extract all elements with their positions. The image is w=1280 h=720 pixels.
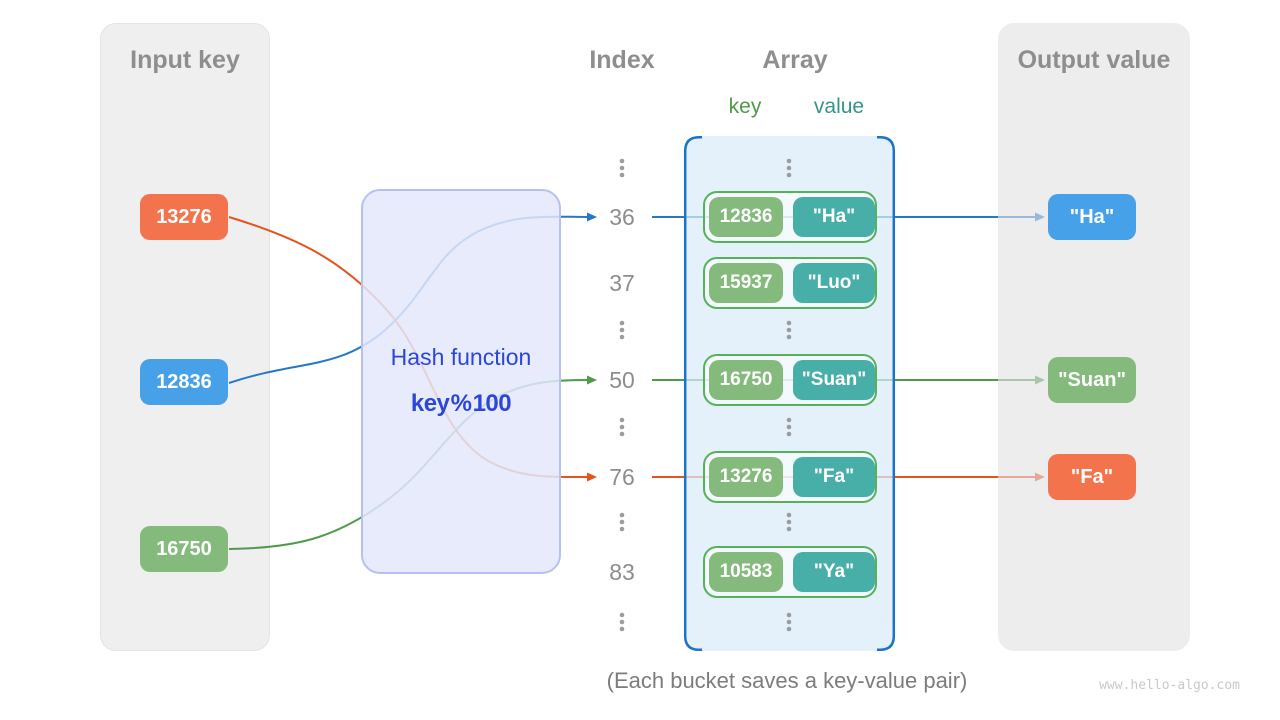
array-left-bracket	[683, 135, 702, 652]
index-ellipsis-dots	[619, 158, 625, 632]
hash-function-box	[361, 189, 561, 574]
array-right-bracket	[877, 135, 896, 652]
array-ellipsis-dots	[786, 158, 792, 632]
output-value-panel	[998, 23, 1190, 651]
array-panel-background	[684, 136, 895, 651]
